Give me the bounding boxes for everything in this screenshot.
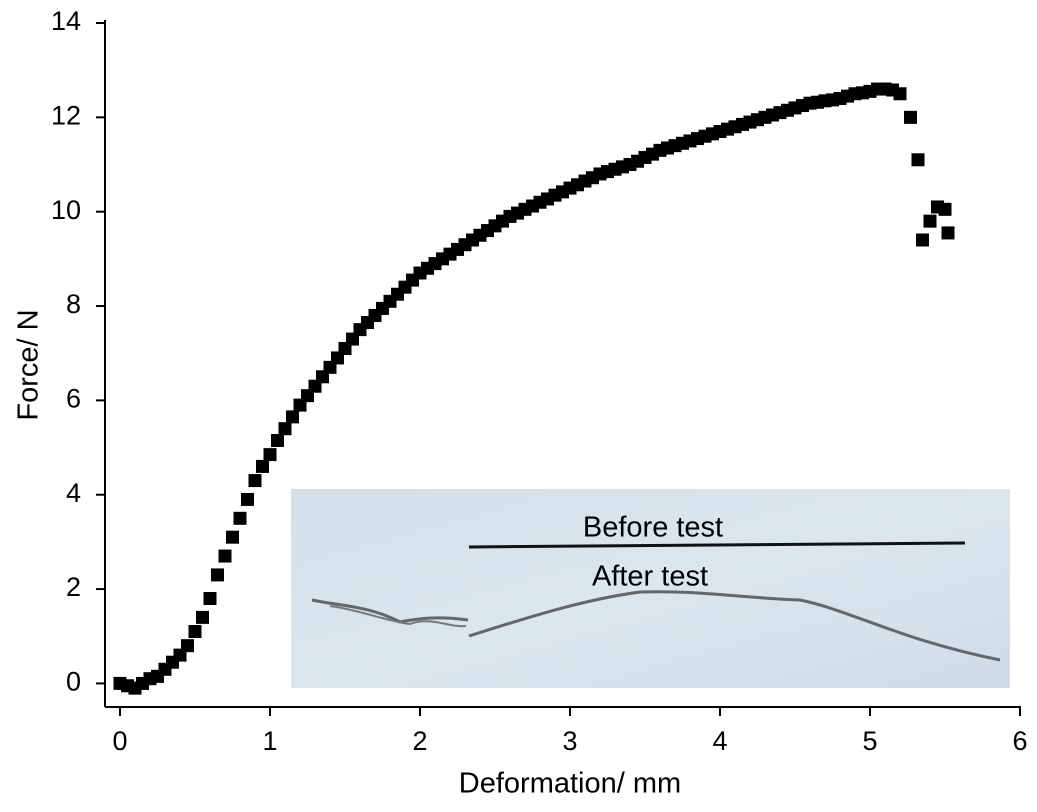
point [911, 153, 925, 167]
wire-before [468, 541, 966, 549]
point [938, 202, 952, 216]
wire-after-left2 [329, 605, 467, 628]
y-tick-label: 12 [51, 100, 81, 130]
y-tick-label: 14 [51, 6, 81, 36]
point [226, 530, 239, 544]
y-tick-label: 8 [66, 289, 81, 319]
point [196, 610, 209, 624]
point [181, 639, 194, 653]
annotation: Before test [583, 512, 723, 544]
point [941, 226, 955, 240]
point [893, 87, 907, 101]
point [188, 625, 202, 639]
x-tick-label: 4 [712, 726, 727, 756]
point [271, 433, 284, 447]
x-tick-label: 0 [112, 726, 127, 756]
point [241, 492, 254, 506]
x-tick-label: 6 [1012, 726, 1027, 756]
y-tick-label: 10 [51, 195, 81, 225]
point [203, 592, 217, 606]
point [218, 549, 232, 563]
annotation: After test [592, 561, 708, 593]
point [233, 511, 247, 525]
x-tick-label: 1 [262, 726, 277, 756]
y-tick-label: 0 [66, 667, 81, 697]
point [248, 474, 262, 488]
x-tick-label: 5 [862, 726, 877, 756]
point [286, 410, 299, 424]
x-tick-label: 2 [412, 726, 427, 756]
point [263, 448, 277, 462]
wire-after-right [468, 590, 1001, 662]
photo-background [291, 489, 1010, 688]
point [278, 422, 292, 436]
y-tick-label: 2 [66, 572, 81, 602]
point [923, 214, 937, 228]
x-axis-title: Deformation/ mm [459, 768, 681, 800]
point [256, 459, 269, 473]
point [916, 233, 929, 247]
y-tick-label: 6 [66, 384, 81, 414]
y-axis-title: Force/ N [13, 309, 45, 420]
y-tick-label: 4 [66, 478, 81, 508]
point [904, 110, 917, 124]
x-tick-label: 3 [562, 726, 577, 756]
point [211, 568, 224, 582]
inset-photo: Before test After test [291, 489, 1010, 688]
